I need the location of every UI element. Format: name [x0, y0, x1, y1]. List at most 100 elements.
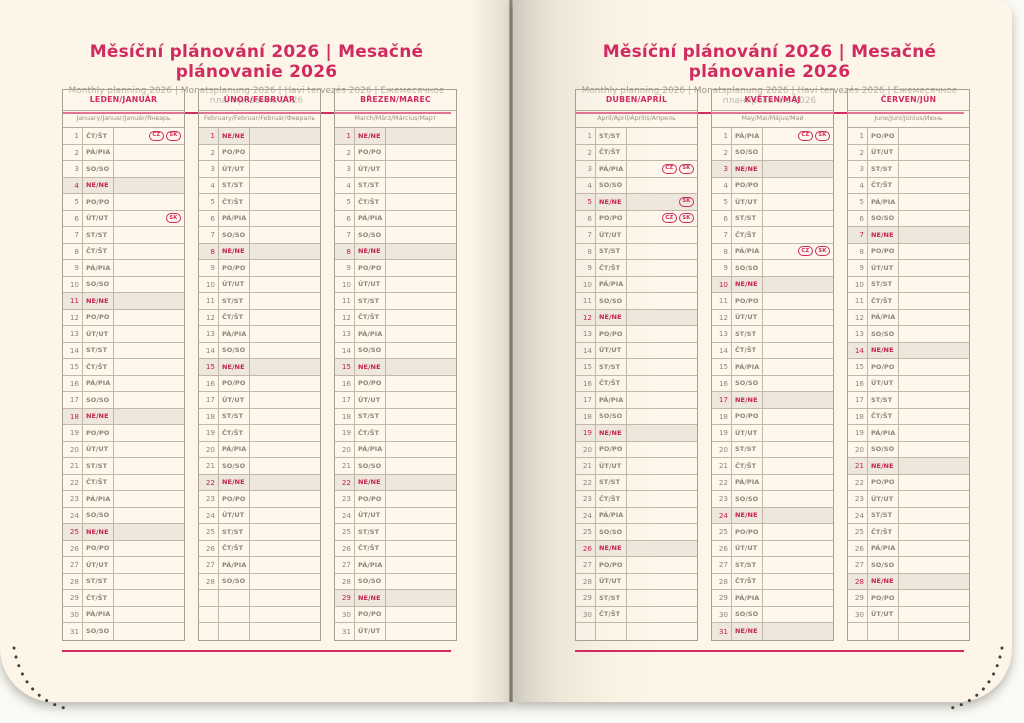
day-number: 25 — [848, 524, 868, 540]
notes-cell — [627, 326, 697, 342]
notes-cell — [114, 227, 184, 243]
day-row: 15 NE/NE — [335, 359, 456, 376]
day-abbreviation: ÚT/UT — [596, 342, 627, 358]
month-header: BŘEZEN/MAREC — [335, 90, 456, 111]
holiday-badge-cz: CZ — [797, 130, 813, 141]
day-row: 26 ČT/ŠT — [199, 540, 320, 557]
day-abbreviation: PO/PO — [355, 260, 386, 276]
day-row: 22 ČT/ŠT — [63, 474, 184, 491]
notes-cell — [386, 277, 456, 293]
day-number — [576, 623, 596, 640]
day-number: 15 — [335, 359, 355, 375]
day-abbreviation: ÚT/UT — [83, 441, 114, 457]
day-row: 26 ÚT/UT — [712, 540, 833, 557]
notes-cell — [627, 310, 697, 326]
day-row: 14 ST/ST — [63, 342, 184, 359]
day-abbreviation: ČT/ŠT — [596, 491, 627, 507]
notes-cell — [386, 541, 456, 557]
day-number: 17 — [199, 392, 219, 408]
day-abbreviation: PÁ/PIA — [868, 540, 899, 556]
day-number: 11 — [199, 293, 219, 309]
notes-cell — [114, 244, 184, 260]
day-row — [576, 623, 697, 640]
day-abbreviation: ČT/ŠT — [732, 342, 763, 358]
notes-cell — [763, 508, 833, 524]
day-row: 28 ČT/ŠT — [712, 573, 833, 590]
notes-cell — [250, 211, 320, 227]
notes-cell — [899, 178, 969, 194]
holiday-badge-sk: SK — [814, 246, 830, 257]
day-number: 5 — [712, 194, 732, 210]
day-row: 24 NE/NE — [712, 507, 833, 524]
notes-cell — [899, 260, 969, 276]
day-abbreviation: NE/NE — [83, 177, 114, 193]
day-row: 28 SO/SO — [335, 573, 456, 590]
day-number: 24 — [712, 507, 732, 523]
day-abbreviation: ST/ST — [219, 524, 250, 540]
notes-cell — [899, 211, 969, 227]
day-abbreviation: PO/PO — [596, 557, 627, 573]
notes-cell — [250, 590, 320, 606]
day-row: 4 NE/NE — [63, 177, 184, 194]
notes-cell — [386, 359, 456, 375]
notes-cell — [763, 442, 833, 458]
notes-cell — [899, 227, 969, 243]
notes-cell — [763, 194, 833, 210]
day-abbreviation: ČT/ŠT — [83, 474, 114, 490]
day-number: 29 — [712, 590, 732, 606]
day-row: 12 PÁ/PIA — [848, 309, 969, 326]
notes-cell — [250, 260, 320, 276]
day-number: 27 — [712, 557, 732, 573]
day-number: 7 — [712, 227, 732, 243]
day-number: 13 — [712, 326, 732, 342]
day-abbreviation: ÚT/UT — [596, 573, 627, 589]
day-abbreviation: ČT/ŠT — [83, 359, 114, 375]
day-row: 7 NE/NE — [848, 227, 969, 244]
day-abbreviation: NE/NE — [596, 309, 627, 325]
day-row: 23 SO/SO — [712, 491, 833, 508]
notes-cell — [250, 491, 320, 507]
day-number: 15 — [712, 359, 732, 375]
day-abbreviation: PO/PO — [868, 590, 899, 606]
day-number: 2 — [335, 144, 355, 160]
notes-cell — [250, 293, 320, 309]
notes-cell: CZ SK — [627, 211, 697, 227]
notes-cell — [627, 607, 697, 623]
notes-cell — [114, 359, 184, 375]
day-abbreviation: ČT/ŠT — [355, 309, 386, 325]
day-row: 16 SO/SO — [712, 375, 833, 392]
notes-cell — [250, 442, 320, 458]
notes-cell — [627, 491, 697, 507]
day-row: 27 PÁ/PIA — [199, 557, 320, 574]
day-abbreviation: ČT/ŠT — [596, 260, 627, 276]
notes-cell — [627, 128, 697, 144]
holiday-badge-cz: CZ — [797, 246, 813, 257]
day-number: 9 — [848, 260, 868, 276]
day-row: 29 ST/ST — [576, 590, 697, 607]
day-row: 3 ÚT/UT — [199, 161, 320, 178]
notes-cell — [386, 326, 456, 342]
day-number: 4 — [576, 177, 596, 193]
day-number: 10 — [199, 276, 219, 292]
day-abbreviation: PÁ/PIA — [219, 210, 250, 226]
day-row: 14 SO/SO — [335, 342, 456, 359]
notes-cell — [386, 178, 456, 194]
day-number: 7 — [576, 227, 596, 243]
day-row: 14 ÚT/UT — [576, 342, 697, 359]
day-row: 30 PO/PO — [335, 606, 456, 623]
day-number: 1 — [335, 128, 355, 144]
day-row: 23 ČT/ŠT — [576, 491, 697, 508]
day-row: 11 SO/SO — [576, 293, 697, 310]
day-abbreviation: PÁ/PIA — [219, 557, 250, 573]
day-number: 14 — [848, 342, 868, 358]
notes-cell — [114, 524, 184, 540]
day-number: 2 — [712, 144, 732, 160]
day-number: 25 — [199, 524, 219, 540]
notes-cell — [763, 326, 833, 342]
day-row: 18 NE/NE — [63, 408, 184, 425]
day-abbreviation: ÚT/UT — [355, 507, 386, 523]
day-row: 1 NE/NE — [335, 128, 456, 145]
notes-cell — [763, 491, 833, 507]
day-number: 1 — [712, 128, 732, 144]
day-row: 21 SO/SO — [335, 458, 456, 475]
